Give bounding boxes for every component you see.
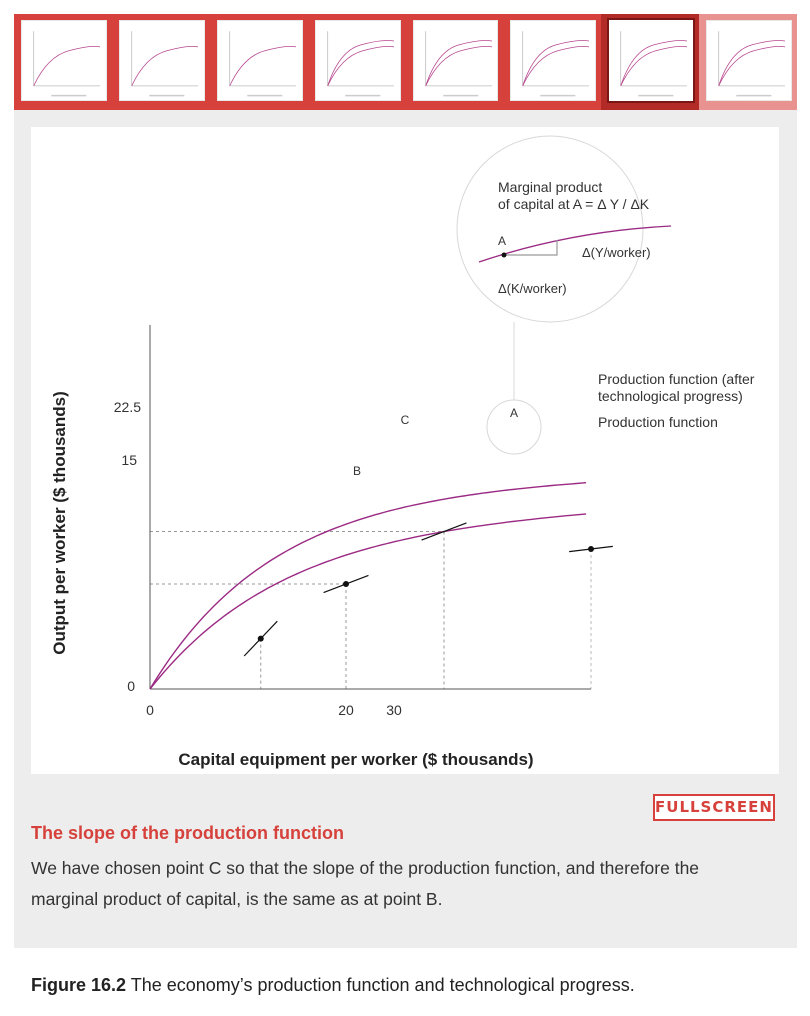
x-tick-30: 30 — [386, 702, 402, 718]
thumbnail-chart-8 — [718, 31, 786, 97]
zoom-title-line1: Marginal product — [498, 179, 602, 195]
y-axis-title: Output per worker ($ thousands) — [50, 391, 69, 655]
x-tick-0: 0 — [146, 702, 154, 718]
y-tick-15: 15 — [121, 452, 137, 468]
slide-thumbnail-6[interactable] — [503, 14, 601, 110]
legend-after-line1: Production function (after — [598, 371, 755, 387]
fullscreen-button[interactable]: FULLSCREEN — [653, 794, 775, 821]
slide-thumbnail-4[interactable] — [308, 14, 406, 110]
slide-thumbnail-7-current[interactable] — [601, 14, 700, 110]
chart-canvas: 22.5 15 0 0 20 30 Capital equipment per … — [31, 127, 779, 774]
thumbnail-chart-2 — [131, 31, 198, 97]
slide-thumbnail-2[interactable] — [112, 14, 210, 110]
production-function-after-curve — [149, 482, 587, 690]
slide-thumbnail-5[interactable] — [406, 14, 504, 110]
zoom-magnifier — [456, 135, 644, 323]
thumbnail-chart-1 — [33, 31, 101, 97]
x-tick-20: 20 — [338, 702, 354, 718]
point-label-b: B — [353, 464, 361, 478]
thumbnail-chart-6 — [522, 31, 590, 97]
slide-thumbnail-8[interactable] — [699, 14, 797, 110]
thumbnail-chart-3 — [229, 31, 296, 97]
thumbnail-chart-5 — [424, 31, 492, 97]
figure-caption: Figure 16.2 The economy’s production fun… — [31, 975, 635, 996]
thumbnail-chart-7 — [620, 31, 688, 97]
caption-text: We have chosen point C so that the slope… — [31, 858, 700, 909]
thumbnail-chart-4 — [326, 31, 394, 97]
caption-title: The slope of the production function — [31, 823, 344, 843]
point-label-a: A — [510, 406, 518, 420]
figure-caption-text: The economy’s production function and te… — [126, 975, 635, 995]
y-tick-22-5: 22.5 — [114, 399, 141, 415]
point-label-c: C — [401, 413, 410, 427]
production-function-curve — [149, 513, 587, 690]
production-function-chart: 22.5 15 0 0 20 30 Capital equipment per … — [50, 135, 755, 769]
zoom-point-label: A — [498, 234, 506, 248]
slide-thumbnail-3[interactable] — [210, 14, 308, 110]
zoom-title-line2: of capital at A = Δ Y / ΔK — [498, 196, 650, 212]
x-axis-title: Capital equipment per worker ($ thousand… — [178, 750, 533, 769]
legend-after-line2: technological progress) — [598, 388, 743, 404]
zoom-dy-label: Δ(Y/worker) — [582, 245, 651, 260]
slide-thumbnail-strip — [14, 14, 797, 110]
y-tick-0: 0 — [127, 678, 135, 694]
zoom-dx-label: Δ(K/worker) — [498, 281, 567, 296]
point-left — [257, 635, 264, 642]
point-b — [343, 581, 349, 587]
slide-thumbnail-1[interactable] — [14, 14, 112, 110]
legend-base: Production function — [598, 414, 718, 430]
zoom-delta-triangle — [504, 240, 558, 256]
figure-number: Figure 16.2 — [31, 975, 127, 995]
point-a — [588, 546, 594, 552]
zoom-point-a — [501, 252, 507, 258]
